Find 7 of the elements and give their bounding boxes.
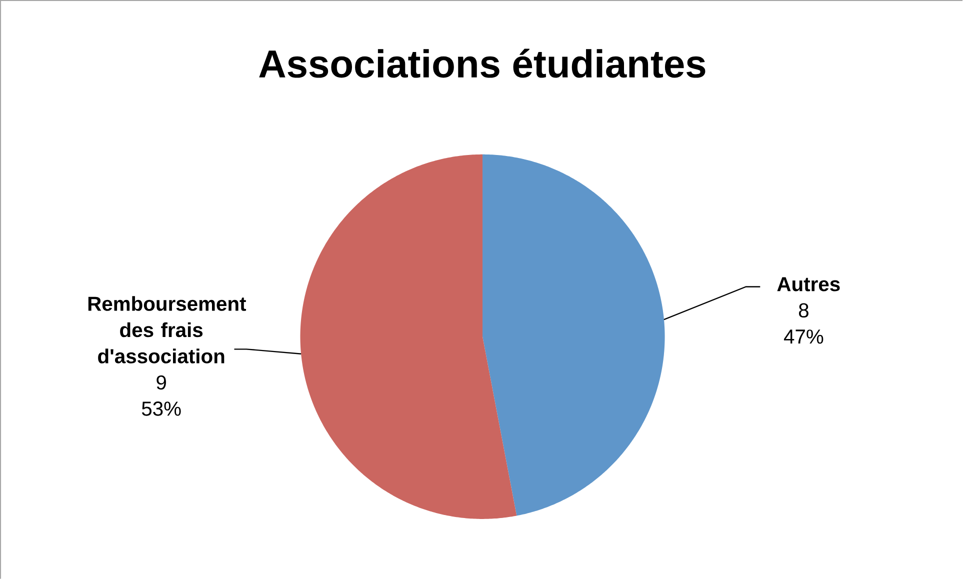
data-label: 53% <box>142 401 181 416</box>
text: 9 <box>156 375 166 390</box>
data-label: 47% <box>784 329 824 344</box>
chart-title: Associations étudiantes <box>259 48 706 78</box>
text: 8 <box>798 303 808 318</box>
slice-label: Autres <box>777 277 840 292</box>
slice-label: Remboursement des frais d'association <box>88 296 246 364</box>
